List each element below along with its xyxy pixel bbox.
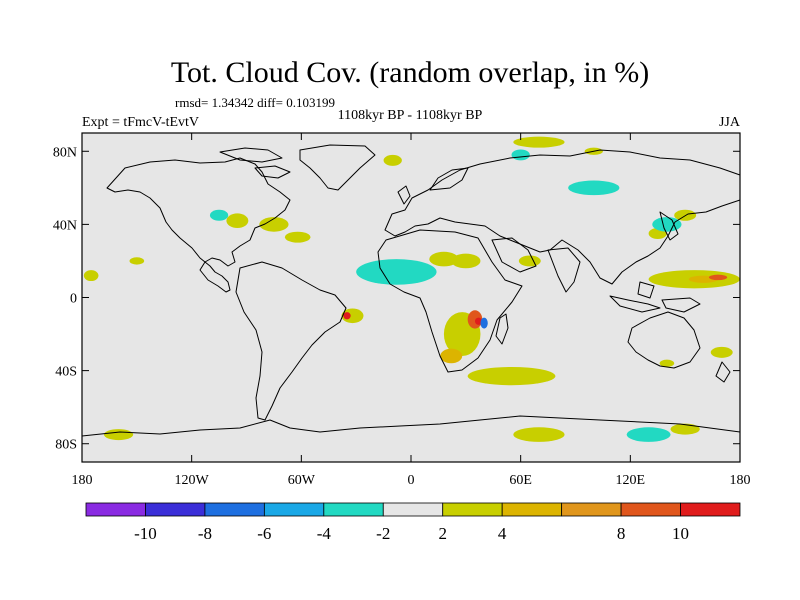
anomaly-patch: [652, 217, 682, 232]
coastline-arabia: [491, 237, 537, 273]
anomaly-patch: [513, 427, 565, 442]
anomaly-patch: [451, 253, 481, 269]
anomaly-patch: [284, 231, 311, 243]
anomaly-patch: [568, 180, 620, 196]
anomaly-patch: [129, 257, 145, 265]
period-label: 1108kyr BP - 1108kyr BP: [338, 108, 483, 123]
map-background: [82, 133, 740, 462]
colorbar-swatch: [680, 502, 741, 517]
colorbar-label: -8: [198, 524, 212, 543]
colorbar-swatch: [442, 502, 503, 517]
anomaly-patch: [429, 251, 459, 267]
anomaly-patch: [708, 274, 728, 281]
anomaly-patch: [343, 312, 351, 320]
anomaly-patch: [209, 209, 229, 221]
x-tick-label: 120E: [616, 473, 646, 488]
map-panel: 180 120W 60W 0 60E 120E 180 80N 40N 0 40S 80S: [53, 132, 751, 488]
anomaly-patch: [259, 217, 289, 232]
colorbar-label: -4: [317, 524, 332, 543]
x-tick-label: 60W: [288, 473, 316, 488]
anomaly-patch: [659, 359, 675, 367]
coastline-indonesia: [609, 281, 701, 313]
coastline-antarctica: [81, 415, 741, 437]
anomaly-patch: [226, 213, 249, 229]
anomaly-patch: [710, 346, 733, 358]
anomaly-patch: [511, 149, 530, 161]
anomaly-patch: [440, 348, 463, 364]
colorbar-label: 8: [617, 524, 626, 543]
colorbar: -10 -8 -6 -4 -2 2 4 8 10: [85, 502, 741, 543]
y-tick-label: 80N: [53, 145, 77, 160]
anomaly-patch: [467, 366, 556, 386]
colorbar-swatch: [561, 502, 622, 517]
y-tick-label: 0: [70, 292, 77, 307]
colorbar-swatch: [501, 502, 563, 517]
coastline-new-zealand: [715, 361, 731, 383]
coastlines: [81, 144, 741, 437]
anomaly-patch: [103, 429, 134, 441]
colorbar-label: 2: [438, 524, 447, 543]
coastline-greenland: [299, 144, 376, 191]
x-tick-label: 180: [730, 473, 751, 488]
anomaly-patch: [356, 259, 437, 285]
figure-title: Tot. Cloud Cov. (random overlap, in %): [171, 56, 649, 89]
colorbar-swatch: [85, 502, 146, 517]
x-tick-label: 120W: [175, 473, 210, 488]
anomaly-patch: [383, 154, 402, 166]
coastline-japan: [659, 211, 679, 241]
colorbar-swatch: [145, 502, 206, 517]
colorbar-label: 4: [498, 524, 507, 543]
colorbar-swatch: [204, 502, 265, 517]
y-tick-label: 80S: [55, 438, 77, 453]
y-tick-label: 40N: [53, 218, 77, 233]
anomaly-patch: [83, 270, 99, 282]
anomaly-patch: [518, 255, 541, 267]
colorbar-label: -10: [134, 524, 157, 543]
colorbar-swatch: [323, 502, 384, 517]
x-tick-label: 60E: [509, 473, 532, 488]
anomaly-patch: [480, 317, 488, 329]
anomaly-patch: [513, 136, 565, 148]
coastline-africa: [377, 229, 523, 373]
colorbar-swatch: [263, 502, 325, 517]
season-label: JJA: [719, 115, 741, 130]
colorbar-label: -6: [257, 524, 271, 543]
coastline-scandinavia: [429, 167, 469, 191]
coastline-south-america: [235, 261, 347, 421]
x-tick-label: 180: [72, 473, 93, 488]
anomaly-patch: [670, 423, 700, 435]
y-tick-label: 40S: [55, 365, 77, 380]
anomaly-patch: [626, 427, 671, 442]
anomaly-layer: [83, 136, 740, 442]
map-axes: 180 120W 60W 0 60E 120E 180 80N 40N 0 40S 80S: [53, 133, 751, 488]
x-tick-label: 0: [408, 473, 415, 488]
experiment-label: Expt = tFmcV-tEvtV: [82, 115, 199, 130]
colorbar-swatch: [382, 502, 444, 517]
colorbar-label: -2: [376, 524, 390, 543]
coastline-india: [547, 247, 581, 293]
colorbar-swatch: [620, 502, 681, 517]
coastline-arctic-islands: [219, 147, 291, 179]
coastline-australia: [627, 311, 701, 369]
coastline-madagascar: [495, 313, 509, 345]
stats-label: rmsd= 1.34342 diff= 0.103199: [175, 95, 335, 110]
coastline-british-isles: [397, 185, 411, 205]
colorbar-label: 10: [672, 524, 689, 543]
coastline-north-america: [106, 157, 291, 293]
